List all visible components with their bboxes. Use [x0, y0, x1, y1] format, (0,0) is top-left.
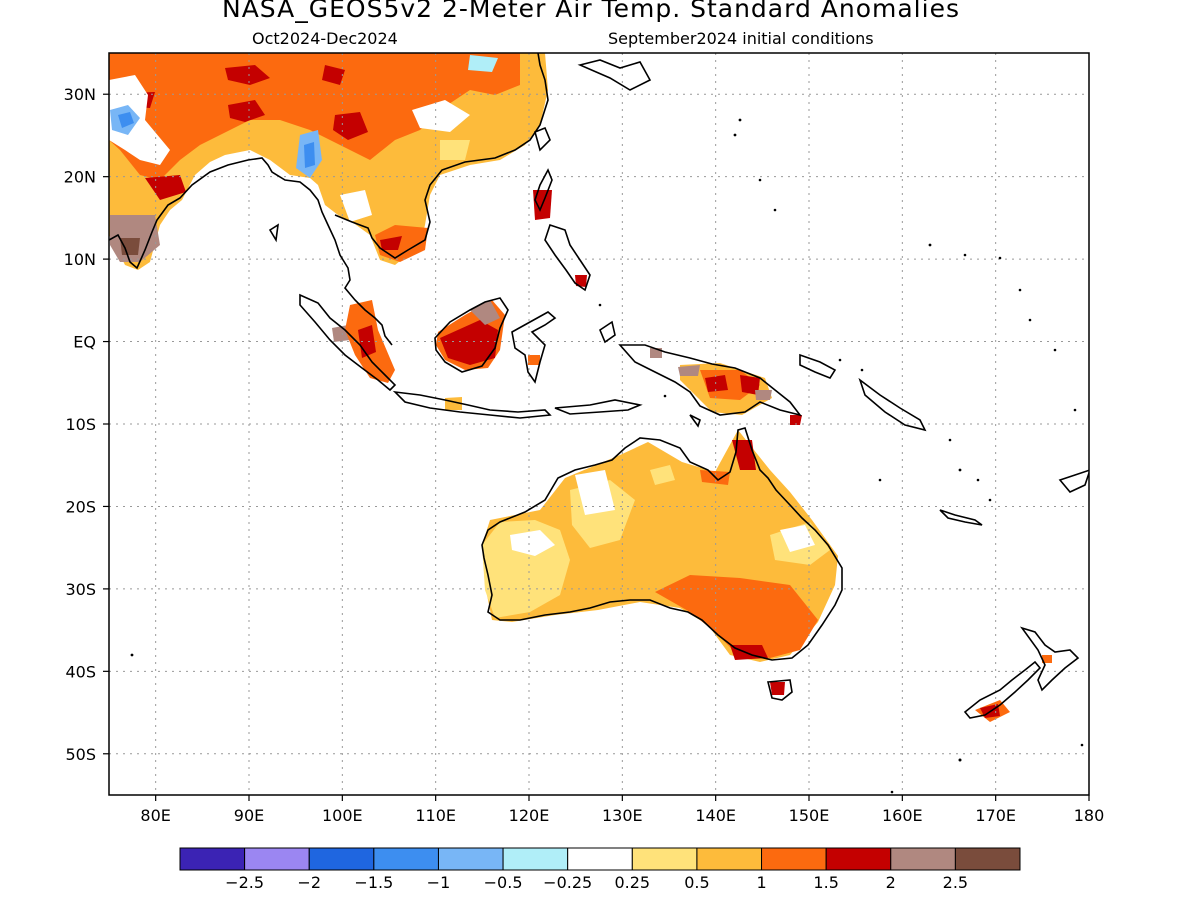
coastlines: [109, 53, 1089, 719]
colorbar-label: 0.25: [614, 873, 650, 892]
field-new-zealand: [975, 655, 1052, 722]
lat-tick-label: EQ: [73, 333, 96, 352]
lon-tick-label: 90E: [234, 806, 264, 825]
lon-tick-label: 150E: [789, 806, 830, 825]
colorbar-swatch: [696, 847, 763, 871]
colorbar-swatch: [761, 847, 827, 871]
colorbar-swatch: [373, 847, 439, 871]
lon-tick-label: 100E: [322, 806, 363, 825]
map-title: NASA_GEOS5v2 2-Meter Air Temp. Standard …: [222, 0, 960, 23]
initial-conditions: September2024 initial conditions: [608, 29, 874, 48]
lat-tick-label: 20S: [65, 497, 96, 516]
small-islands: [130, 118, 1084, 794]
colorbar-label: 1.5: [813, 873, 838, 892]
colorbar-label: −2.5: [225, 873, 264, 892]
axis-ticks: 30N 20N 10N EQ 10S 20S 30S 40S 50S 80E 90E 100E 110E…: [64, 85, 1105, 825]
lat-tick-label: 20N: [64, 168, 96, 187]
lon-tick-label: 120E: [509, 806, 550, 825]
colorbar-swatch: [244, 847, 310, 871]
colorbar-swatch: [567, 847, 633, 871]
lon-tick-label: 110E: [415, 806, 456, 825]
lon-tick-label: 80E: [140, 806, 170, 825]
lon-tick-label: 160E: [882, 806, 923, 825]
lon-tick-label: 140E: [695, 806, 736, 825]
colorbar-label: 2.5: [943, 873, 968, 892]
lat-tick-label: 10S: [65, 415, 96, 434]
lon-tick-label: 170E: [975, 806, 1016, 825]
grid: [109, 53, 1089, 795]
colorbar-label: −1: [427, 873, 451, 892]
colorbar-label: −1.5: [354, 873, 393, 892]
colorbar-label: −2: [297, 873, 321, 892]
colorbar-label: 1: [756, 873, 766, 892]
lat-tick-label: 10N: [64, 250, 96, 269]
colorbar-swatch: [437, 847, 504, 871]
colorbar-label: 0.5: [684, 873, 709, 892]
shaded-anomaly-fields: [109, 53, 1052, 722]
lat-tick-label: 30N: [64, 85, 96, 104]
colorbar: −2.5 −2 −1.5 −1 −0.5 −0.25 0.25 0.5 1 1.5 2 2.5: [179, 847, 1021, 892]
colorbar-swatch: [502, 847, 569, 871]
colorbar-label: 2: [886, 873, 896, 892]
field-asia: [109, 53, 587, 287]
colorbar-swatch: [179, 847, 246, 871]
lat-tick-label: 40S: [65, 662, 96, 681]
forecast-period: Oct2024-Dec2024: [252, 29, 398, 48]
lon-tick-label: 130E: [602, 806, 643, 825]
field-australia: [482, 430, 838, 695]
colorbar-label: −0.5: [484, 873, 523, 892]
colorbar-swatch: [631, 847, 698, 871]
colorbar-swatch: [308, 847, 375, 871]
lon-tick-label: 180: [1074, 806, 1105, 825]
colorbar-swatch: [890, 847, 956, 871]
colorbar-swatch: [954, 847, 1021, 871]
lat-tick-label: 30S: [65, 580, 96, 599]
colorbar-label: −0.25: [543, 873, 592, 892]
colorbar-swatch: [825, 847, 892, 871]
lat-tick-label: 50S: [65, 745, 96, 764]
